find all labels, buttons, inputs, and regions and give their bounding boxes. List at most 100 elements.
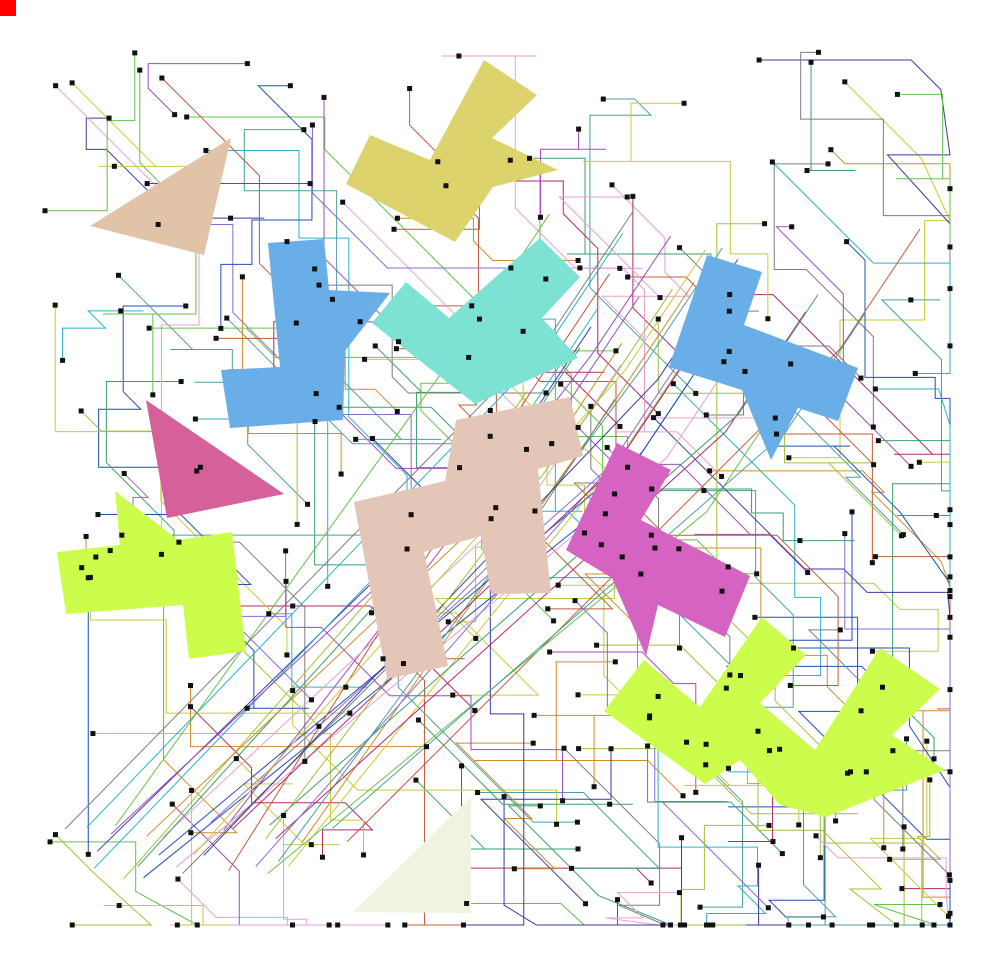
terminal-node [931,922,937,928]
terminal-node [875,438,881,444]
wire-path [62,310,144,361]
terminal-node [842,79,848,85]
wire-path [807,62,856,172]
terminal-node [224,315,230,321]
wire-path [479,748,612,905]
terminal-node [469,303,475,309]
wire-path [277,247,723,862]
terminal-node [766,748,772,754]
terminal-node [218,325,224,331]
terminal-node [829,922,835,928]
terminal-node [472,708,478,714]
terminal-node [947,910,953,916]
terminal-node [820,914,826,920]
wire-path [193,249,706,856]
terminal-node [737,673,743,679]
terminal-node [508,265,514,271]
terminal-node [316,282,322,288]
terminal-node [676,546,682,552]
terminal-node [287,83,293,89]
terminal-node [625,274,631,280]
terminal-node [450,692,456,698]
wire-path [292,690,558,825]
terminal-node [697,904,703,910]
terminal-node [396,339,402,345]
terminal-node [547,649,553,655]
terminal-node [872,554,878,560]
terminal-node [900,846,906,852]
terminal-node [435,159,441,165]
wire-path [503,796,671,926]
terminal-node [817,855,823,861]
wire-path [265,288,673,840]
wire-path [617,899,809,926]
terminal-node [937,902,943,908]
terminal-node [457,465,463,471]
terminal-node [380,656,386,662]
terminal-node [912,370,918,376]
terminal-node [69,80,75,86]
terminal-node [549,441,555,447]
wire-path [50,841,198,926]
wire-path [895,93,951,247]
terminal-node [361,852,367,858]
terminal-node [899,533,905,539]
wire-path [651,488,855,542]
terminal-node [520,328,526,334]
wire-path [815,835,951,926]
terminal-node [612,659,618,665]
terminal-node [657,295,663,301]
terminal-node-layer [42,49,953,928]
terminal-node [313,391,319,397]
terminal-node [233,756,239,762]
terminal-node [858,375,864,381]
terminal-node [487,433,493,439]
terminal-node [150,392,156,398]
terminal-node [721,359,727,365]
terminal-node [407,85,413,91]
terminal-node [919,922,925,928]
terminal-node [858,708,864,714]
terminal-node [624,194,630,200]
terminal-node [284,652,290,658]
yellow-l-shape [346,60,558,242]
terminal-node [725,564,731,570]
terminal-node [176,539,182,545]
wire-path [507,805,735,926]
wire-path [869,741,949,917]
terminal-node [545,606,551,612]
terminal-node [144,181,150,187]
terminal-node [473,635,479,641]
wire-path [332,312,866,829]
terminal-node [493,505,499,511]
terminal-node [158,551,164,557]
terminal-node [459,763,465,769]
wire-path [103,904,228,926]
terminal-node [52,302,58,308]
terminal-node [719,588,725,594]
terminal-node [369,610,375,616]
terminal-node [316,723,322,729]
terminal-node [581,530,587,536]
wire-path [477,792,661,869]
terminal-node [833,818,839,824]
terminal-node [527,155,533,161]
terminal-node [726,348,732,354]
terminal-node [290,688,296,694]
terminal-node [543,390,549,396]
terminal-node [908,463,914,469]
terminal-node [947,687,953,693]
terminal-node [947,286,953,292]
terminal-node [464,900,470,906]
terminal-node [312,266,318,272]
wire-path [479,318,602,546]
terminal-node [870,922,876,928]
terminal-node [175,876,181,882]
terminal-node [796,822,802,828]
terminal-node [947,877,953,883]
terminal-node [283,578,289,584]
terminal-node [347,710,353,716]
terminal-node [787,682,793,688]
terminal-node [890,748,896,754]
